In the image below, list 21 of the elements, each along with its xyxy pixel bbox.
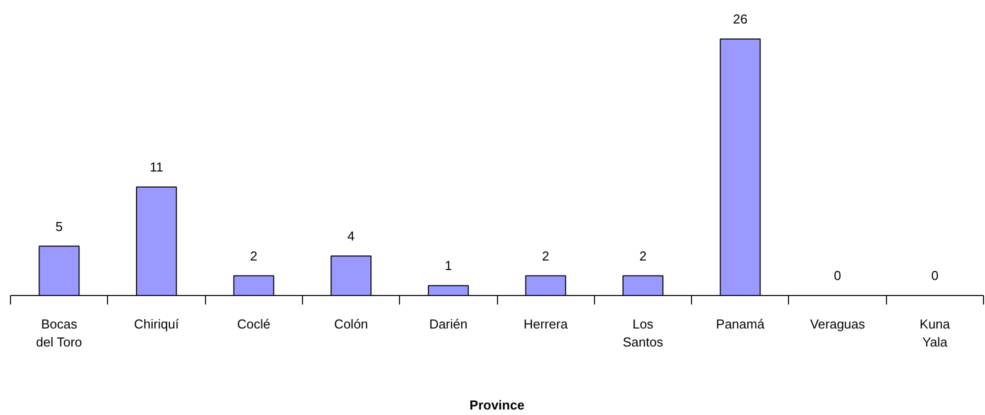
- x-tick-label: Colón: [334, 316, 368, 332]
- x-tick-label: Chiriquí: [134, 316, 180, 332]
- x-tick-label: Veraguas: [810, 316, 866, 332]
- x-tick-label: Los Santos: [622, 316, 664, 350]
- data-label: 0: [931, 268, 938, 284]
- x-tick-label: Herrera: [524, 316, 568, 332]
- x-axis-title: Province: [470, 398, 524, 412]
- data-label: 4: [347, 228, 355, 244]
- data-label: 2: [639, 248, 647, 264]
- data-label: 2: [542, 248, 550, 264]
- data-label: 11: [150, 160, 164, 175]
- data-label: 0: [834, 268, 842, 284]
- x-tick-label: Panamá: [716, 316, 766, 332]
- data-label: 5: [56, 218, 63, 234]
- data-label: 1: [444, 258, 452, 274]
- x-tick-label: Coclé: [237, 316, 270, 332]
- x-tick-label: Bocas del Toro: [36, 316, 82, 350]
- x-tick-label: Kuna Yala: [920, 316, 951, 350]
- data-label: 2: [250, 248, 258, 264]
- data-label: 26: [733, 12, 748, 27]
- x-tick-label: Darién: [429, 316, 468, 332]
